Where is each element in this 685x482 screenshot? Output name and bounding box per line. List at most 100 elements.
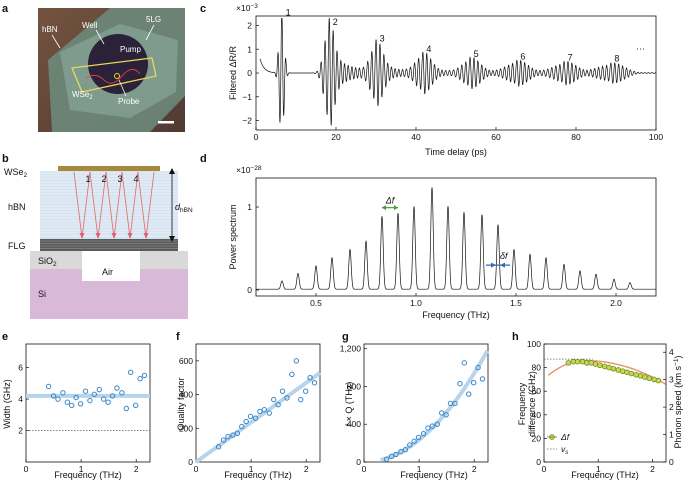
data-point — [383, 456, 390, 462]
data-point — [243, 418, 249, 425]
small-delta-f-label: δf — [500, 251, 509, 261]
data-point — [114, 385, 120, 391]
reflection-labels: 1 2 3 4 — [85, 174, 138, 184]
panel-g-fq-product: g f × Q (THz) Frequency (THz) — [342, 331, 468, 480]
reflection-rays — [73, 171, 155, 239]
data-point — [119, 390, 125, 396]
data-point — [82, 388, 89, 394]
data-point — [284, 395, 290, 401]
scale-bar — [158, 121, 174, 124]
arrowhead-right — [394, 205, 398, 211]
y-right-tick-label: 4 — [669, 347, 674, 357]
ray-arrowhead — [79, 233, 85, 239]
x-tick-label: 0 — [24, 464, 29, 474]
y-tick-label: 800 — [347, 381, 361, 391]
x-tick-label: 1 — [417, 464, 422, 474]
data-point — [137, 375, 143, 382]
a-well-label: Well — [82, 21, 98, 30]
data-point — [261, 407, 268, 413]
y-tick-label: 0 — [356, 457, 361, 467]
pump-spot — [114, 73, 120, 79]
a-flg-label: 5LG — [146, 15, 161, 24]
x-tick-label: 0 — [254, 132, 259, 142]
echo-label: 4 — [426, 44, 431, 54]
data-point — [461, 360, 468, 366]
e-ylabel: Width (GHz) — [2, 379, 12, 429]
y-tick-label: 60 — [532, 386, 542, 396]
panel-c-label: c — [200, 3, 206, 15]
data-point — [271, 396, 277, 403]
ray-up — [113, 171, 123, 239]
panel-h-label: h — [512, 331, 519, 343]
data-point — [230, 432, 236, 438]
wse2-outline — [71, 57, 157, 93]
b-wse2-label: WSe2 — [4, 167, 28, 179]
arrowhead-in-right — [500, 262, 505, 268]
y-tick-label: −2 — [242, 116, 252, 126]
data-point — [123, 405, 130, 412]
panel-b-label: b — [2, 153, 9, 165]
a-wse2-label: WSe2 — [72, 90, 93, 101]
y-right-tick-label: 2 — [669, 402, 674, 412]
ray-arrowhead — [95, 233, 101, 239]
data-point — [252, 415, 259, 421]
data-point — [479, 376, 486, 382]
h-ylabel-2: difference (GHz) — [527, 371, 537, 437]
panel-g-label: g — [342, 331, 349, 343]
x-tick-label: 2 — [650, 464, 655, 474]
panel-h-plot: 0 1 2 100 80 60 40 20 0 4 3 2 1 0 Δf vs — [527, 339, 674, 474]
a-hbn-label: hBN — [42, 25, 58, 34]
panel-e-width: e Width (GHz) Frequency (THz) — [2, 331, 122, 480]
data-point — [470, 380, 477, 386]
panel-d-label: d — [200, 153, 207, 165]
panel-b-schematic: b WSe2 hBN FLG SiO2 Air Si dhBN 1 2 3 4 — [2, 153, 193, 319]
y-tick-label: 0 — [247, 68, 252, 78]
y-tick-label: 40 — [532, 410, 542, 420]
x-tick-label: 0 — [362, 464, 367, 474]
arrowhead-left — [382, 205, 386, 211]
x-tick-label: 2 — [304, 464, 309, 474]
a-flg-arrow — [145, 24, 155, 41]
y-tick-label: 400 — [347, 419, 361, 429]
y-tick-label: 0 — [536, 457, 541, 467]
g-ylabel: f × Q (THz) — [344, 382, 354, 427]
data-point — [141, 372, 148, 379]
x-tick-label: 0 — [194, 464, 199, 474]
x-tick-label: 1 — [596, 464, 601, 474]
x-tick-label: 1.5 — [510, 298, 522, 308]
wse2-layer — [58, 166, 160, 171]
panel-f-label: f — [176, 331, 180, 343]
x-tick-label: 2.0 — [610, 298, 622, 308]
data-point — [411, 438, 417, 444]
y-tick-label: 6 — [18, 363, 23, 373]
y-tick-label: 0 — [188, 457, 193, 467]
data-point — [45, 383, 52, 390]
ray-down — [89, 171, 99, 239]
data-point — [128, 369, 134, 376]
data-point — [50, 393, 57, 399]
x-tick-label: 60 — [491, 132, 501, 142]
data-point — [298, 396, 304, 403]
hbn-layer — [40, 171, 178, 239]
d-xlabel: Frequency (THz) — [422, 310, 490, 320]
data-point — [293, 358, 300, 364]
ray-arrowhead — [127, 233, 133, 239]
ray-down — [105, 171, 115, 239]
c-scale-label: ×10−3 — [236, 3, 258, 13]
data-point — [628, 370, 635, 377]
data-point — [457, 380, 463, 387]
panel-e-label: e — [2, 331, 8, 343]
echo-label: 3 — [380, 34, 385, 44]
panel-g-plot: 0 1 2 1,200 800 400 0 — [340, 343, 490, 474]
b-thickness-label: dhBN — [175, 202, 193, 214]
squiggle — [85, 69, 141, 84]
ray-down — [73, 171, 83, 239]
data-point — [452, 400, 458, 407]
data-point — [239, 423, 245, 430]
d-spectrum-line — [256, 187, 656, 290]
data-point — [565, 360, 572, 366]
echo-label-more: ··· — [636, 44, 645, 54]
e-xlabel: Frequency (THz) — [54, 470, 122, 480]
y-right-tick-label: 0 — [669, 457, 674, 467]
